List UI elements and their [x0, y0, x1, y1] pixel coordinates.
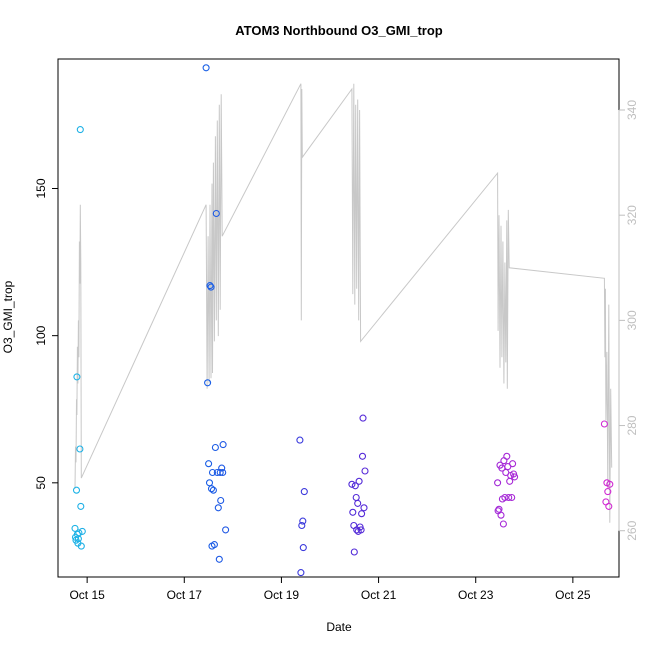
x-axis-label: Date: [326, 620, 352, 634]
data-point: [219, 468, 227, 477]
data-point: [359, 414, 367, 422]
data-point: [355, 477, 363, 485]
data-point: [300, 488, 308, 496]
y2-tick-label: 280: [625, 415, 639, 435]
data-point: [299, 517, 307, 525]
y-axis-label: O3_GMI_trop: [1, 280, 15, 353]
data-point: [73, 373, 81, 381]
data-point: [497, 511, 505, 519]
data-point: [214, 504, 222, 512]
plot-frame: [57, 58, 620, 578]
data-point: [222, 526, 230, 534]
data-point: [77, 502, 85, 510]
data-point: [350, 548, 358, 556]
data-point: [500, 457, 508, 465]
y-tick-label: 150: [34, 178, 48, 198]
data-point: [215, 555, 223, 563]
x-tick-label: Oct 23: [458, 588, 494, 602]
data-point: [78, 527, 86, 535]
data-point: [509, 460, 517, 468]
data-point: [298, 521, 306, 530]
x-tick-label: Oct 21: [361, 588, 397, 602]
data-point: [501, 493, 509, 502]
line-series: [74, 83, 613, 523]
data-point: [350, 521, 358, 530]
data-point: [349, 508, 357, 516]
data-point: [218, 464, 226, 472]
x-tick-label: Oct 19: [264, 588, 300, 602]
data-point: [361, 467, 369, 475]
data-point: [604, 488, 612, 496]
secondary-y-axis: 260 280 300 320 340: [618, 100, 639, 541]
data-point: [77, 542, 85, 550]
y2-tick-label: 340: [625, 100, 639, 120]
data-point: [210, 541, 218, 549]
y-tick-label: 50: [34, 476, 48, 490]
data-point: [600, 420, 608, 428]
y-tick-label: 100: [34, 325, 48, 345]
data-point: [503, 452, 511, 460]
data-point: [213, 468, 221, 477]
data-point: [205, 460, 213, 468]
point-series: [71, 64, 614, 577]
data-point: [511, 473, 519, 481]
data-point: [209, 486, 217, 494]
data-point: [76, 445, 84, 453]
data-point: [360, 504, 368, 512]
data-point: [71, 524, 79, 532]
data-point: [216, 468, 224, 477]
data-point: [207, 283, 215, 291]
data-point: [499, 520, 507, 528]
data-point: [297, 569, 305, 577]
data-point: [299, 544, 307, 552]
data-point: [212, 209, 220, 218]
data-point: [506, 477, 514, 485]
data-point: [357, 526, 365, 534]
data-point: [358, 510, 366, 518]
series-line: [74, 83, 613, 523]
data-point: [202, 64, 210, 72]
data-point: [354, 499, 362, 507]
data-point: [494, 479, 502, 487]
data-point: [208, 468, 217, 477]
chart-title: ATOM3 Northbound O3_GMI_trop: [235, 23, 443, 38]
data-point: [605, 502, 613, 510]
x-tick-label: Oct 17: [167, 588, 203, 602]
x-axis: Oct 15 Oct 17 Oct 19 Oct 21 Oct 23 Oct 25: [69, 576, 591, 602]
data-point: [204, 379, 212, 387]
data-point: [205, 479, 214, 487]
y-axis: 50 100 150: [34, 178, 59, 490]
y2-tick-label: 260: [625, 520, 639, 540]
data-point: [352, 493, 360, 502]
data-point: [505, 493, 513, 502]
y2-tick-label: 300: [625, 310, 639, 330]
x-tick-label: Oct 15: [69, 588, 105, 602]
data-point: [296, 436, 304, 444]
data-point: [219, 441, 227, 449]
data-point: [206, 282, 214, 290]
data-point: [351, 482, 359, 490]
data-point: [72, 486, 81, 494]
data-point: [75, 529, 83, 537]
data-point: [76, 126, 84, 134]
data-point: [358, 452, 367, 460]
data-point: [606, 480, 614, 488]
data-point: [207, 485, 216, 493]
data-point: [217, 496, 225, 505]
y2-tick-label: 320: [625, 205, 639, 225]
data-point: [211, 443, 219, 452]
data-point: [348, 480, 356, 488]
x-tick-label: Oct 25: [555, 588, 591, 602]
data-point: [508, 493, 516, 502]
